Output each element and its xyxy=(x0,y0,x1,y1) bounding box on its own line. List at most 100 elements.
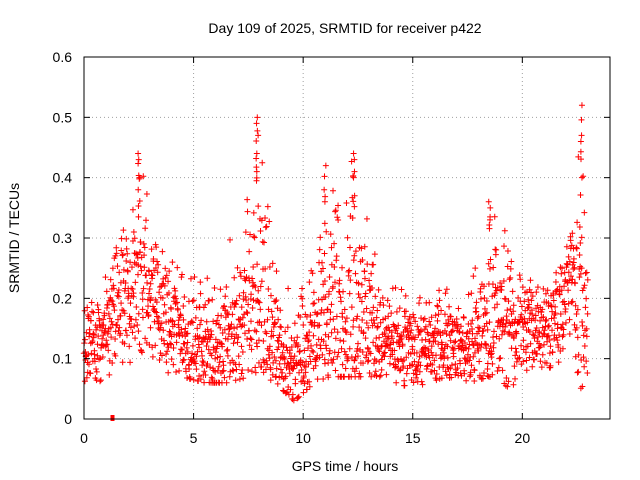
data-point xyxy=(295,393,302,400)
data-point xyxy=(173,339,180,346)
data-point xyxy=(329,283,336,290)
data-point xyxy=(373,314,380,321)
data-point xyxy=(578,102,585,109)
data-point xyxy=(438,307,445,314)
data-point xyxy=(302,369,309,376)
data-point xyxy=(354,345,361,352)
data-point xyxy=(166,328,173,335)
data-point xyxy=(445,320,452,327)
data-point xyxy=(338,345,345,352)
data-point xyxy=(577,270,584,277)
data-point xyxy=(299,285,306,292)
data-point xyxy=(277,323,284,330)
data-point xyxy=(561,298,568,305)
data-point xyxy=(304,345,311,352)
data-point xyxy=(579,322,586,329)
data-point xyxy=(419,381,426,388)
data-point xyxy=(239,314,246,321)
data-point xyxy=(161,301,168,308)
data-point xyxy=(257,283,264,290)
data-point xyxy=(583,358,590,365)
data-point xyxy=(279,369,286,376)
data-point xyxy=(162,309,169,316)
data-point xyxy=(163,351,170,358)
data-point xyxy=(361,275,368,282)
data-point xyxy=(256,299,263,306)
data-point xyxy=(141,252,148,259)
data-point xyxy=(529,363,536,370)
data-point xyxy=(448,374,455,381)
data-point xyxy=(276,332,283,339)
data-point xyxy=(127,324,134,331)
data-point xyxy=(341,306,348,313)
data-point xyxy=(129,286,136,293)
data-point xyxy=(469,317,476,324)
data-point xyxy=(578,132,585,139)
data-point xyxy=(480,327,487,334)
data-point xyxy=(473,308,480,315)
data-point xyxy=(476,325,483,332)
data-point xyxy=(152,264,159,271)
data-point xyxy=(356,294,363,301)
data-point xyxy=(158,320,165,327)
data-point xyxy=(415,331,422,338)
data-point xyxy=(119,359,126,366)
data-point xyxy=(374,307,381,314)
data-point xyxy=(355,280,362,287)
data-point xyxy=(229,311,236,318)
data-point xyxy=(270,332,277,339)
data-point xyxy=(570,255,577,262)
data-point xyxy=(200,359,207,366)
data-point xyxy=(413,349,420,356)
data-point xyxy=(499,367,506,374)
data-point xyxy=(376,373,383,380)
data-point xyxy=(87,317,94,324)
x-tick-label: 20 xyxy=(515,430,531,446)
data-point xyxy=(137,249,144,256)
data-point xyxy=(452,338,459,345)
data-point xyxy=(81,378,88,385)
data-point xyxy=(323,320,330,327)
data-point xyxy=(101,312,108,319)
data-point xyxy=(481,370,487,377)
data-point xyxy=(359,317,366,324)
data-point xyxy=(533,324,540,331)
data-point xyxy=(236,292,243,299)
data-point xyxy=(554,321,561,328)
data-point xyxy=(381,330,388,337)
data-point xyxy=(89,338,96,345)
data-point xyxy=(156,356,163,363)
data-point xyxy=(95,333,102,340)
data-point xyxy=(275,316,282,323)
data-point xyxy=(405,319,412,326)
data-point xyxy=(183,330,190,337)
data-point xyxy=(265,306,272,313)
data-point xyxy=(331,279,338,286)
data-point xyxy=(202,335,209,342)
data-point xyxy=(540,341,547,348)
data-point xyxy=(580,332,587,339)
data-point xyxy=(88,299,95,306)
data-point xyxy=(97,378,104,385)
data-point xyxy=(398,286,405,293)
data-point xyxy=(323,228,330,235)
data-point xyxy=(233,366,240,373)
data-point xyxy=(551,314,558,321)
data-point xyxy=(370,304,377,311)
data-point xyxy=(568,299,575,306)
data-point xyxy=(358,298,365,305)
data-point xyxy=(543,316,550,323)
data-point xyxy=(432,325,439,332)
data-point xyxy=(467,369,474,376)
data-point xyxy=(502,320,509,327)
data-point xyxy=(203,318,210,325)
data-point xyxy=(196,334,203,341)
data-point xyxy=(246,248,253,255)
data-point xyxy=(393,308,400,315)
data-point xyxy=(403,354,410,361)
data-point xyxy=(553,269,560,276)
data-point xyxy=(343,315,350,322)
data-point xyxy=(581,209,588,216)
data-point xyxy=(234,339,241,346)
data-point xyxy=(139,289,146,296)
